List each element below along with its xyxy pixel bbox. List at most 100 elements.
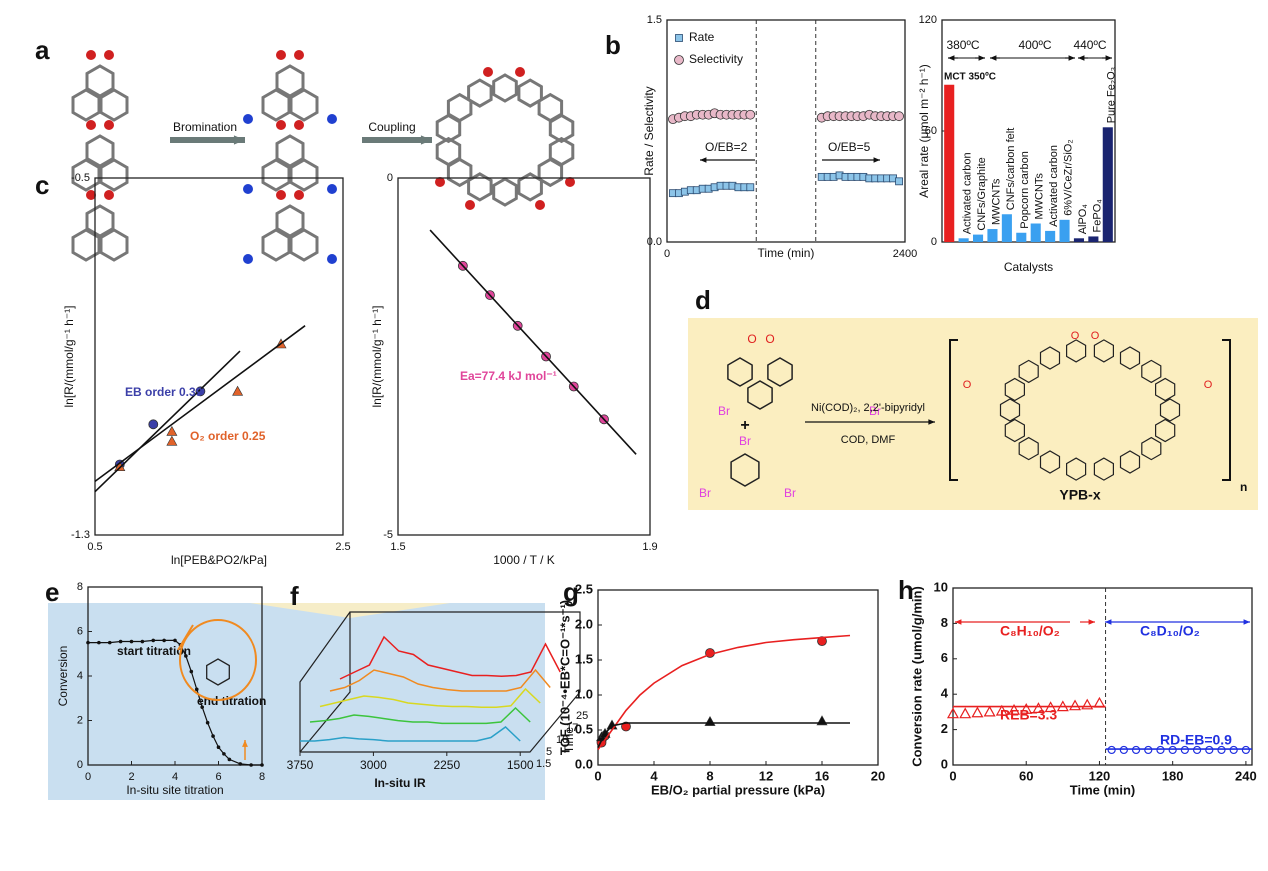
arrow-head <box>955 619 962 625</box>
legend-label: Selectivity <box>689 52 743 66</box>
bar <box>1016 232 1027 242</box>
bar-label: MCT 350ºC <box>944 71 996 82</box>
oxygen-atom <box>435 177 445 187</box>
y-tick-label: 2 <box>77 714 83 726</box>
y-tick-label: 2 <box>941 721 948 736</box>
point <box>1008 703 1021 715</box>
point <box>148 419 159 430</box>
plot-frame <box>952 587 1253 766</box>
repeat-unit: n <box>1240 480 1247 494</box>
panel-label: e <box>45 577 59 607</box>
x-tick-label: 4 <box>172 771 178 783</box>
y-tick-label: 1.5 <box>575 651 593 666</box>
panel-label: h <box>898 575 914 605</box>
y-axis-label: Areal rate (μmol m⁻² h⁻¹) <box>917 64 931 198</box>
ring <box>99 228 129 262</box>
oxygen-atom <box>565 177 575 187</box>
series-line <box>88 639 262 766</box>
legend-label: Rate <box>689 30 715 44</box>
depth-tick-label: 25 <box>576 710 588 722</box>
bar <box>972 234 984 242</box>
x-axis-label: In-situ IR <box>374 776 426 790</box>
point <box>817 636 827 646</box>
oxygen-label: O <box>1204 379 1213 391</box>
bromine-label: Br <box>699 486 711 500</box>
point <box>895 177 903 186</box>
point <box>1032 702 1045 713</box>
point <box>166 435 178 446</box>
oxygen-atom <box>535 200 545 210</box>
oxygen-atom <box>276 120 286 130</box>
bar <box>1088 236 1099 242</box>
point <box>1093 696 1106 708</box>
point <box>704 715 716 726</box>
y-tick-label: 120 <box>919 14 937 26</box>
oxygen-atom <box>294 50 304 60</box>
bar <box>1073 238 1085 242</box>
oxygen-atom <box>104 120 114 130</box>
arrow-head <box>1088 619 1095 625</box>
annotation: 400ºC <box>1018 38 1051 52</box>
panel-label: g <box>563 577 579 607</box>
bar <box>1102 127 1113 242</box>
legend-marker <box>674 55 684 65</box>
ring <box>289 228 319 262</box>
ring <box>275 64 305 98</box>
annotation: EB order 0.39 <box>125 385 203 399</box>
point <box>222 752 226 756</box>
point <box>1205 745 1214 755</box>
ring <box>727 357 753 387</box>
ring <box>206 658 230 686</box>
bromine-atom <box>327 184 337 194</box>
bromine-label: Br <box>784 486 796 500</box>
ring <box>767 357 793 387</box>
point <box>216 745 221 749</box>
oxygen-atom <box>465 200 475 210</box>
ring <box>85 204 115 238</box>
series-line <box>94 350 241 493</box>
ring <box>1039 346 1061 370</box>
bar-label: CNFs/Graphite <box>976 157 988 230</box>
point <box>1156 745 1165 755</box>
oxygen-label: O <box>963 379 972 391</box>
panel-label: c <box>35 170 49 200</box>
point <box>162 638 166 643</box>
oxygen-atom <box>276 190 286 200</box>
ring <box>261 228 291 262</box>
point <box>118 639 123 644</box>
bracket <box>949 339 958 481</box>
ring <box>1039 450 1061 474</box>
y-tick-label: 60 <box>925 125 937 137</box>
point <box>1180 745 1189 755</box>
point <box>1229 745 1238 755</box>
ring <box>1159 398 1181 422</box>
panel-ef-background <box>48 603 545 800</box>
ring <box>1004 418 1026 443</box>
ring <box>1065 457 1087 481</box>
point <box>194 687 199 692</box>
y-tick-label: 0 <box>941 756 948 771</box>
point <box>983 705 996 717</box>
point <box>995 704 1008 716</box>
bar-label: AlPO₄ <box>1077 204 1089 235</box>
bar-label: Activated carbon <box>1048 145 1060 227</box>
y-tick-label: 0.0 <box>647 236 662 248</box>
point <box>1144 745 1153 755</box>
arrow-head <box>1243 619 1250 625</box>
point <box>189 669 194 674</box>
y-tick-label: 10 <box>934 579 948 594</box>
y-axis-label: Conversion rate (umol/g/min) <box>909 586 924 767</box>
point <box>1241 745 1250 755</box>
x-tick-label: 2400 <box>893 248 917 260</box>
bar-label: MWCNTs <box>1034 173 1046 220</box>
bromine-atom <box>327 114 337 124</box>
x-tick-label: 3000 <box>360 758 387 772</box>
bar-label: MWCNTs <box>990 178 1002 225</box>
bar-label: Pure Fe₂O₃ <box>1106 67 1118 123</box>
ring <box>1018 436 1039 461</box>
point <box>151 638 156 643</box>
oxygen-label: O <box>1071 330 1080 342</box>
y-axis-label: Rate / Selectivity <box>642 86 656 175</box>
depth-tick-label: 1.5 <box>536 758 551 770</box>
ring <box>85 64 115 98</box>
